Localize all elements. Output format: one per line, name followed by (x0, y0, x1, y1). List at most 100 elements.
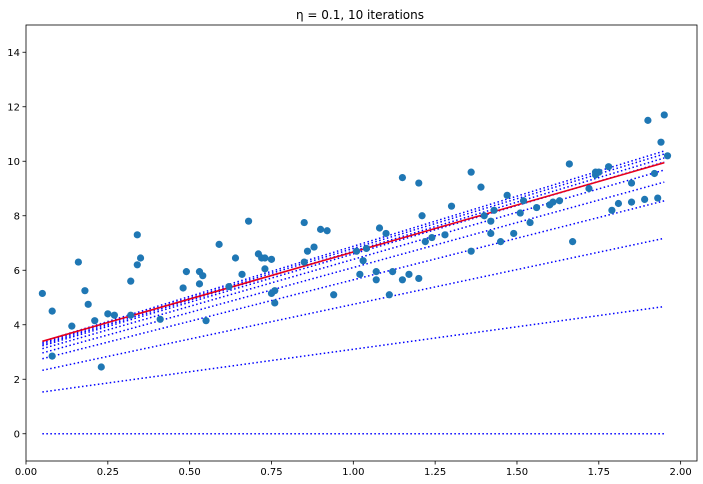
data-point (104, 310, 112, 318)
data-point (182, 268, 190, 276)
data-point (303, 247, 312, 255)
data-point (503, 191, 511, 199)
data-point (487, 229, 495, 238)
data-point (650, 169, 659, 178)
x-tick-label: 2.00 (670, 467, 692, 478)
data-point (110, 311, 118, 319)
data-point (267, 255, 276, 263)
data-point (627, 198, 636, 206)
y-tick-label: 2 (14, 375, 20, 386)
data-point (657, 138, 665, 146)
chart-title: η = 0.1, 10 iterations (296, 8, 424, 22)
data-point (421, 238, 429, 246)
data-point (215, 240, 223, 248)
data-point (199, 272, 207, 280)
data-point (372, 268, 380, 276)
iteration-line-10 (42, 150, 665, 343)
y-tick-label: 10 (7, 157, 20, 168)
data-point (74, 258, 82, 266)
axes-frame (25, 24, 698, 462)
data-point (238, 270, 246, 278)
data-point (362, 244, 371, 253)
data-point (519, 197, 528, 205)
x-tick-label: 0.50 (179, 467, 201, 478)
data-point (84, 300, 92, 308)
y-tick-label: 6 (14, 266, 20, 277)
data-point (663, 152, 672, 160)
iteration-lines (42, 150, 665, 435)
data-point (48, 352, 56, 360)
iteration-line-5 (42, 181, 665, 354)
data-point (447, 202, 456, 210)
data-point (38, 289, 46, 298)
data-point (516, 209, 524, 217)
data-point (195, 280, 204, 288)
data-point (244, 217, 253, 225)
data-point (388, 268, 397, 276)
data-point (356, 270, 364, 278)
data-point (415, 179, 423, 187)
data-point (660, 111, 668, 119)
data-point (127, 277, 135, 285)
axes: 0.00 0.25 0.50 0.75 1.00 1.25 1.50 1.75 2.00 0 2 4 6… (7, 24, 698, 478)
data-point (627, 179, 636, 187)
iteration-line-6 (42, 169, 665, 350)
y-tick-label: 0 (14, 429, 20, 440)
data-point (441, 231, 449, 239)
data-point (91, 317, 99, 325)
data-point (585, 184, 593, 193)
data-point (310, 243, 318, 251)
data-point (595, 168, 603, 176)
data-point (477, 183, 485, 191)
data-point (569, 238, 577, 246)
data-point (644, 116, 652, 124)
data-point (510, 229, 518, 238)
data-point (68, 322, 76, 330)
data-point (608, 206, 616, 214)
data-point (487, 217, 495, 225)
data-point (385, 291, 393, 299)
data-points (38, 111, 672, 371)
x-tick-label: 1.75 (588, 467, 610, 478)
data-point (555, 197, 564, 205)
data-point (359, 257, 367, 265)
data-point (382, 229, 390, 238)
data-point (133, 231, 141, 239)
data-point (490, 206, 498, 214)
data-point (133, 261, 141, 269)
data-point (418, 212, 426, 220)
data-point (127, 311, 135, 319)
data-point (549, 198, 557, 206)
y-tick-label: 14 (7, 48, 20, 59)
iteration-line-4 (42, 200, 665, 360)
data-point (398, 276, 407, 284)
data-point (48, 307, 56, 315)
x-tick-label: 1.25 (424, 467, 446, 478)
data-point (202, 317, 210, 325)
data-point (526, 218, 534, 227)
data-point (97, 363, 105, 371)
data-point (605, 163, 613, 171)
data-point (497, 238, 505, 246)
x-tick-label: 0.00 (15, 467, 37, 478)
x-tick-label: 0.75 (260, 467, 282, 478)
x-tick-label: 1.00 (342, 467, 364, 478)
data-point (271, 287, 279, 295)
data-point (179, 284, 187, 292)
data-point (614, 199, 623, 208)
data-point (405, 270, 413, 278)
data-point (480, 212, 488, 220)
data-point (428, 233, 436, 242)
iteration-line-3 (42, 237, 665, 372)
data-point (467, 247, 475, 255)
data-point (81, 287, 89, 295)
x-tick-label: 0.25 (97, 467, 119, 478)
y-tick-label: 4 (14, 320, 20, 331)
data-point (323, 227, 331, 235)
data-point (352, 247, 361, 255)
data-point (641, 195, 649, 203)
data-point (300, 218, 308, 227)
data-point (654, 194, 662, 202)
data-point (398, 174, 407, 182)
